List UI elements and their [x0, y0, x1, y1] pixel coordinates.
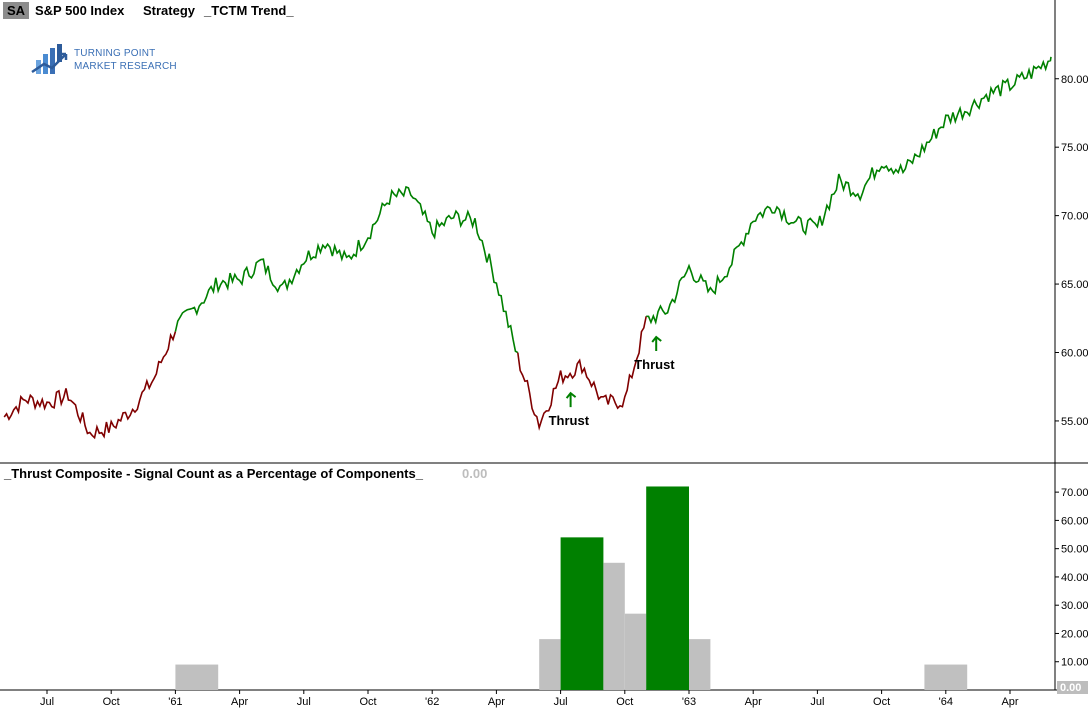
x-tick-label: Oct: [359, 696, 376, 708]
uptrend-line: [174, 185, 519, 354]
inactive-bar: [603, 562, 625, 690]
ind-y-tick-label: 30.00: [1061, 600, 1088, 612]
x-tick-label: '64: [939, 696, 953, 708]
chart-title: S&P 500 Index: [35, 3, 125, 18]
thrust-arrow: [565, 391, 577, 408]
x-tick-label: Apr: [231, 696, 248, 708]
y-tick-label: 75.00: [1061, 142, 1088, 154]
inactive-bar: [624, 613, 647, 690]
x-tick-label: '63: [682, 696, 696, 708]
indicator-value: 0.00: [462, 466, 488, 481]
ind-y-tick-label: 70.00: [1061, 487, 1088, 499]
logo-line-2: MARKET RESEARCH: [74, 61, 177, 72]
downtrend-line: [3, 331, 177, 440]
x-tick-label: '61: [168, 696, 182, 708]
y-tick-label: 65.00: [1061, 279, 1088, 291]
y-tick-label: 80.00: [1061, 74, 1088, 86]
ind-y-tick-label: 40.00: [1061, 572, 1088, 584]
downtrend-line: [517, 316, 647, 431]
x-tick-label: Oct: [616, 696, 633, 708]
uptrend-line: [646, 56, 1052, 325]
x-tick-label: Apr: [745, 696, 762, 708]
x-tick-label: Jul: [554, 696, 568, 708]
x-tick-label: Jul: [40, 696, 54, 708]
logo-line-1: TURNING POINT: [74, 48, 156, 59]
last-value-label: 0.00: [1060, 682, 1081, 694]
y-tick-label: 55.00: [1061, 416, 1088, 428]
logo: TURNING POINT MARKET RESEARCH: [30, 42, 180, 78]
thrust-arrow: [651, 335, 662, 352]
x-tick-label: '62: [425, 696, 439, 708]
logo-icon: [31, 44, 68, 74]
x-tick-label: Apr: [488, 696, 505, 708]
strategy-name: _TCTM Trend_: [204, 3, 294, 18]
x-tick-label: Oct: [103, 696, 120, 708]
y-tick-label: 70.00: [1061, 211, 1088, 223]
indicator-title: _Thrust Composite - Signal Count as a Pe…: [4, 466, 423, 481]
ind-y-tick-label: 20.00: [1061, 628, 1088, 640]
last-value-box: [1057, 681, 1088, 694]
inactive-bar: [924, 664, 968, 690]
x-tick-label: Jul: [810, 696, 824, 708]
inactive-bar: [689, 639, 711, 690]
inactive-bar: [539, 639, 561, 690]
ind-y-tick-label: 10.00: [1061, 657, 1088, 669]
signal-bar: [560, 537, 604, 690]
thrust-label: Thrust: [634, 357, 675, 372]
thrust-label: Thrust: [549, 413, 590, 428]
symbol-badge: SA: [3, 2, 29, 19]
x-tick-label: Jul: [297, 696, 311, 708]
signal-bar: [646, 486, 689, 690]
x-tick-label: Apr: [1001, 696, 1018, 708]
strategy-label: Strategy: [143, 3, 196, 18]
ind-y-tick-label: 60.00: [1061, 515, 1088, 527]
x-tick-label: Oct: [873, 696, 890, 708]
y-tick-label: 60.00: [1061, 348, 1088, 360]
ind-y-tick-label: 50.00: [1061, 544, 1088, 556]
inactive-bar: [175, 664, 219, 690]
